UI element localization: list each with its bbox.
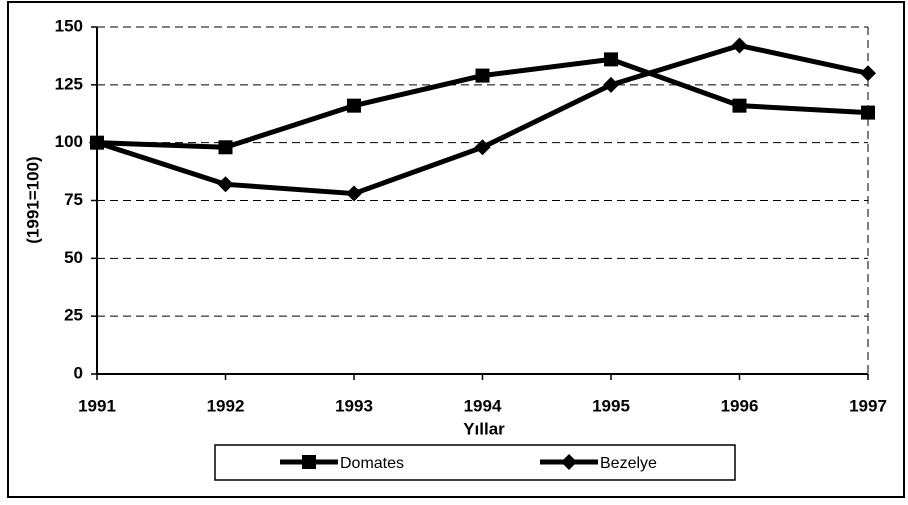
marker xyxy=(732,98,747,113)
marker xyxy=(603,76,619,93)
marker xyxy=(302,455,316,469)
marker xyxy=(347,98,361,113)
x-tick-label: 1995 xyxy=(592,396,630,415)
marker xyxy=(860,65,876,82)
x-tick-label: 1991 xyxy=(78,396,116,415)
chart-frame xyxy=(7,1,905,498)
marker xyxy=(561,454,577,470)
marker xyxy=(475,68,490,83)
x-tick-label: 1992 xyxy=(207,396,245,415)
x-tick-label: 1993 xyxy=(335,396,373,415)
y-tick-label: 0 xyxy=(74,363,83,382)
legend-label: Bezelye xyxy=(600,455,657,472)
y-tick-label: 75 xyxy=(64,190,83,209)
marker xyxy=(731,37,748,54)
marker xyxy=(89,134,105,151)
x-tick-label: 1997 xyxy=(849,396,887,415)
marker xyxy=(218,140,233,155)
x-axis-label: Yıllar xyxy=(463,419,505,438)
marker xyxy=(474,139,491,156)
y-tick-label: 50 xyxy=(64,248,83,267)
marker xyxy=(604,52,618,67)
legend-label: Domates xyxy=(340,455,404,472)
y-axis-label: (1991=100) xyxy=(23,156,42,243)
marker xyxy=(217,176,234,193)
marker xyxy=(346,185,362,202)
y-tick-label: 150 xyxy=(55,16,83,35)
x-tick-label: 1994 xyxy=(464,396,502,415)
y-tick-label: 25 xyxy=(64,306,83,325)
y-tick-label: 125 xyxy=(55,74,83,93)
x-tick-label: 1996 xyxy=(721,396,759,415)
y-tick-label: 100 xyxy=(55,132,83,151)
marker xyxy=(861,105,875,120)
